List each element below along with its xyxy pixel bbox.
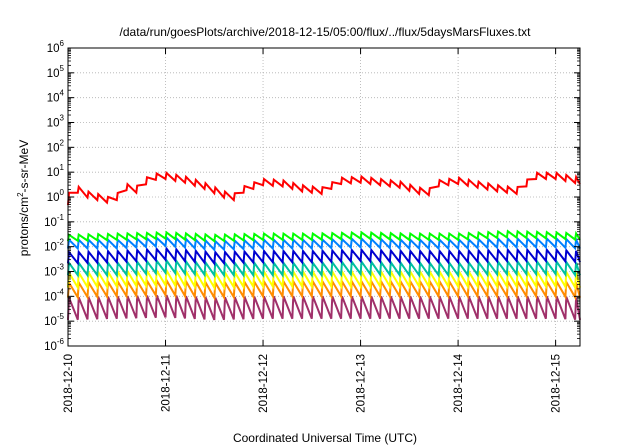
y-tick-exponent: 6 [60,39,65,48]
y-tick-label: 10-6 [44,337,64,353]
y-tick-label: 104 [47,89,65,105]
x-tick-label: 2018-12-14 [453,353,465,412]
y-axis-label-main: protons/cm [17,197,31,256]
x-tick-label: 2018-12-12 [258,354,270,413]
y-tick-exponent: -3 [57,263,65,272]
x-tick-label: 2018-12-11 [161,354,173,412]
y-tick-base: 10 [47,93,60,105]
y-axis-label-tail: -s-sr-MeV [17,140,31,193]
y-tick-base: 10 [44,316,57,328]
y-tick-base: 10 [44,267,57,279]
y-tick-label: 105 [47,64,65,80]
y-tick-labels: 10-610-510-410-310-210-11001011021031041… [44,39,64,353]
y-tick-exponent: -1 [57,213,65,222]
y-tick-label: 102 [47,138,65,154]
y-tick-base: 10 [47,192,60,204]
y-tick-exponent: -2 [57,238,65,247]
y-axis-label: protons/cm2-s-sr-MeV [16,140,31,256]
series-line [67,171,581,206]
y-tick-label: 103 [47,114,65,130]
chart-series [67,171,581,321]
y-tick-label: 106 [47,39,65,55]
series-line [67,229,581,243]
y-tick-exponent: 3 [60,114,65,123]
y-tick-exponent: -4 [57,287,65,296]
y-tick-base: 10 [47,142,60,154]
y-tick-exponent: 5 [60,64,65,73]
y-tick-label: 100 [47,188,65,204]
y-tick-exponent: -5 [57,312,65,321]
chart-grid [68,48,580,346]
y-tick-label: 10-1 [44,213,64,229]
y-tick-exponent: 1 [60,163,65,172]
y-tick-base: 10 [47,68,60,80]
y-axis-label-exponent: 2 [16,192,25,197]
chart-title: /data/run/goesPlots/archive/2018-12-15/0… [120,25,532,39]
y-tick-base: 10 [47,43,60,55]
y-tick-exponent: 2 [60,138,65,147]
y-tick-base: 10 [47,167,60,179]
x-tick-labels: 2018-12-10 2018-12-11 2018-12-12 2018-12-13… [63,353,563,412]
y-tick-base: 10 [47,118,60,130]
series-line [67,294,581,321]
x-tick-label: 2018-12-13 [356,354,368,413]
y-tick-label: 10-3 [44,263,64,279]
y-tick-label: 101 [47,163,65,179]
y-tick-label: 10-2 [44,238,64,254]
y-tick-exponent: -6 [57,337,65,346]
x-axis-label: Coordinated Universal Time (UTC) [233,431,417,445]
series-line [67,245,581,267]
x-tick-label: 2018-12-15 [551,354,563,413]
y-tick-label: 10-4 [44,287,64,303]
y-tick-base: 10 [44,217,57,229]
x-tick-label: 2018-12-10 [63,354,75,413]
y-tick-base: 10 [44,242,57,254]
y-tick-base: 10 [44,291,57,303]
axis-ticks [67,47,580,347]
y-tick-exponent: 4 [60,89,65,98]
y-tick-exponent: 0 [60,188,65,197]
y-tick-label: 10-5 [44,312,64,328]
y-tick-base: 10 [44,341,57,353]
